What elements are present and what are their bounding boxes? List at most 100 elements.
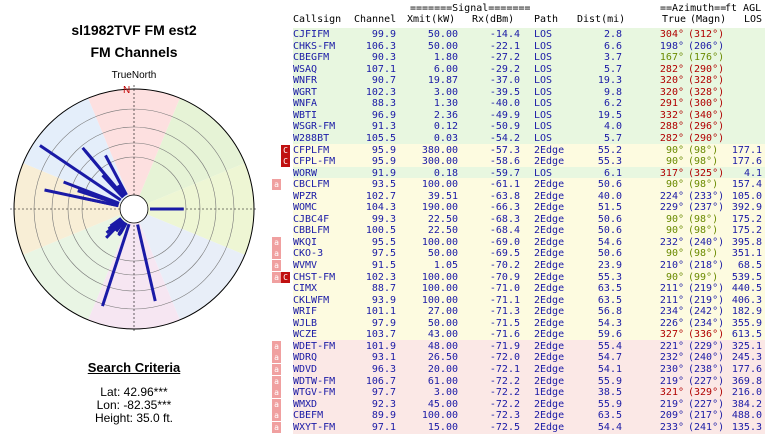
table-header: Callsign Channel Xmit(kW) Rx(dBm) Path D…	[270, 14, 762, 135]
station-spoke-cbefm[interactable]	[118, 222, 128, 235]
dist-cell: 23.9	[597, 260, 622, 271]
table-row[interactable]: a WXYT-FM 97.1 15.00 -72.5 2Edge 54.4 233° (241°…	[270, 420, 765, 434]
table-row[interactable]: CIMX 88.7 100.00 -71.0 2Edge 63.5 211° (219°) 44…	[270, 282, 765, 296]
callsign-cell: WGRT	[293, 86, 318, 98]
table-row[interactable]: WORW 91.9 0.18 -59.7 LOS 6.1 317° (325°) 4.1	[270, 166, 765, 180]
station-spoke-wsgr-fm[interactable]	[77, 189, 120, 206]
table-row[interactable]: C CFPLFM 95.9 380.00 -57.3 2Edge 55.2 90° (98°) 1…	[270, 143, 765, 157]
table-row[interactable]: a WDTW-FM 106.7 61.00 -72.2 2Edge 55.9 219° (227…	[270, 374, 765, 388]
table-row[interactable]: CJFIFM 99.9 50.00 -14.4 LOS 2.8 304° (312°)	[270, 28, 765, 41]
table-row[interactable]: CBEGFM 90.3 1.80 -27.2 LOS 3.7 167° (176°)	[270, 51, 765, 65]
col-rx[interactable]: Rx(dBm)	[472, 14, 515, 25]
table-row[interactable]: a CBEFM 89.9 100.00 -72.3 2Edge 63.5 209° (217°)…	[270, 409, 765, 423]
true-az-cell: 210°	[659, 260, 684, 271]
alert-badge[interactable]: a	[272, 271, 281, 283]
table-row[interactable]: WPZR 102.7 39.51 -63.8 2Edge 40.0 224° (233°) 10…	[270, 189, 765, 203]
alert-badge[interactable]: a	[272, 421, 281, 433]
alert-badge[interactable]: a	[272, 352, 281, 364]
col-true[interactable]: True	[662, 14, 687, 25]
col-xmit[interactable]: Xmit(kW)	[407, 14, 456, 25]
col-dist[interactable]: Dist(mi)	[577, 14, 626, 25]
table-row[interactable]: a WTGV-FM 97.7 3.00 -72.2 1Edge 38.5 321° (329°)…	[270, 386, 765, 400]
table-row[interactable]: a WDET-FM 101.9 48.00 -71.9 2Edge 55.4 221° (229…	[270, 339, 765, 353]
alert-badge[interactable]: a	[272, 410, 281, 422]
dist-cell: 6.2	[603, 98, 622, 110]
rx-cell: -40.0	[489, 98, 520, 110]
c-badge[interactable]: C	[281, 271, 290, 283]
table-row[interactable]: a CBCLFM 93.5 100.00 -61.1 2Edge 50.6 90° (98°) 1…	[270, 178, 765, 192]
rx-cell: -39.5	[489, 86, 520, 98]
table-row[interactable]: a WMXD 92.3 45.00 -72.2 2Edge 55.9 219° (227°) 38…	[270, 397, 765, 411]
table-row[interactable]: a WDVD 96.3 20.00 -72.1 2Edge 54.1 230° (238°) 17…	[270, 362, 765, 376]
alert-badge[interactable]: a	[272, 260, 281, 271]
table-row[interactable]: CJBC4F 99.3 22.50 -68.3 2Edge 50.6 90° (98°) 175…	[270, 212, 765, 226]
table-row[interactable]: a WVMV 91.5 1.05 -70.2 2Edge 23.9 210° (218°) 68.…	[270, 259, 765, 272]
alert-badge[interactable]: a	[272, 398, 281, 410]
table-row[interactable]: W288BT 105.5 0.03 -54.2 LOS 5.7 282° (290°)	[270, 131, 765, 145]
search-criteria-title: Search Criteria	[87, 360, 181, 375]
callsign-cell: WDRQ	[293, 352, 318, 364]
alert-badge[interactable]: a	[272, 363, 281, 375]
rx-cell: -72.2	[489, 387, 520, 399]
table-row[interactable]: a CKO-3 97.5 50.00 -69.5 2Edge 50.6 90° (98°) 351…	[270, 247, 765, 261]
rx-cell: -66.3	[489, 202, 520, 214]
station-spoke-wxyt-fm[interactable]	[110, 217, 123, 228]
station-spoke-chks-fm[interactable]	[101, 223, 131, 307]
station-spoke-cjfifm[interactable]	[39, 144, 122, 202]
table-row[interactable]: a WKQI 95.5 100.00 -69.0 2Edge 54.6 232° (240°) 3…	[270, 235, 765, 249]
station-spoke-wbti[interactable]	[104, 154, 128, 196]
magn-az-cell: (227°)	[688, 375, 725, 387]
station-spoke-w288bt[interactable]	[80, 196, 119, 208]
rx-cell: -71.5	[489, 317, 520, 329]
rx-cell: -68.3	[489, 213, 520, 225]
table-row[interactable]: WGRT 102.3 3.00 -39.5 LOS 9.8 320° (328°)	[270, 85, 765, 99]
true-north-label: TrueNorth	[111, 70, 157, 81]
alert-badge[interactable]: a	[272, 387, 281, 399]
c-badge[interactable]: C	[281, 144, 290, 156]
rx-cell: -71.1	[489, 294, 520, 306]
alert-badge[interactable]: a	[272, 375, 281, 387]
station-spoke-wmxd[interactable]	[114, 220, 126, 233]
c-badge[interactable]: C	[281, 156, 290, 168]
table-row[interactable]: WCZE 103.7 43.00 -71.6 2Edge 59.6 327° (336°) 61…	[270, 328, 765, 342]
col-channel[interactable]: Channel	[354, 14, 397, 25]
callsign-cell: WBTI	[293, 109, 318, 121]
los-cell: 135.3	[731, 421, 762, 433]
path-cell: LOS	[534, 52, 553, 64]
table-row[interactable]: WJLB 97.9 50.00 -71.5 2Edge 54.3 226° (234°) 355…	[270, 316, 765, 330]
station-spoke-wcze[interactable]	[117, 184, 127, 197]
los-cell: 539.5	[731, 271, 762, 283]
alert-badge[interactable]: a	[272, 248, 281, 260]
col-callsign[interactable]: Callsign	[293, 14, 342, 25]
table-row[interactable]: WBTI 96.9 2.36 -49.9 LOS 19.5 332° (340°)	[270, 108, 765, 122]
table-row[interactable]: CBBLFM 100.5 22.50 -68.4 2Edge 50.6 90° (98°) 17…	[270, 224, 765, 238]
table-row[interactable]: CHKS-FM 106.3 50.00 -22.1 LOS 6.6 198° (206°)	[270, 39, 765, 53]
table-row[interactable]: a WDRQ 93.1 26.50 -72.0 2Edge 54.7 232° (240°) 24…	[270, 351, 765, 365]
alert-badge[interactable]: a	[272, 340, 281, 352]
channel-cell: 91.3	[371, 121, 396, 133]
col-magn[interactable]: (Magn)	[690, 14, 727, 25]
los-cell: 175.2	[731, 213, 762, 225]
table-row[interactable]: WSAQ 107.1 6.00 -29.2 LOS 5.7 282° (290°)	[270, 62, 765, 76]
alert-badge[interactable]: a	[272, 179, 281, 191]
path-cell: 2Edge	[534, 283, 565, 295]
search-lon: Lon: -82.35***	[96, 398, 172, 412]
table-row[interactable]: WOMC 104.3 190.00 -66.3 2Edge 51.5 229° (237°) 3…	[270, 201, 765, 215]
table-row[interactable]: CKLWFM 93.9 100.00 -71.1 2Edge 63.5 211° (219°)…	[270, 293, 765, 307]
station-spoke-wtgv-fm[interactable]	[114, 185, 126, 198]
callsign-cell: CBBLFM	[293, 225, 330, 237]
col-path[interactable]: Path	[534, 14, 559, 25]
table-row[interactable]: WRIF 101.1 27.00 -71.3 2Edge 56.8 234° (242°) 18…	[270, 305, 765, 319]
alert-badge[interactable]: a	[272, 236, 281, 248]
table-row[interactable]: C CFPL-FM 95.9 300.00 -58.6 2Edge 55.3 90° (98°)…	[270, 155, 765, 169]
col-los[interactable]: LOS	[744, 14, 763, 25]
table-row[interactable]: WSGR-FM 91.3 0.12 -50.9 LOS 4.0 288° (296°)	[270, 120, 765, 134]
table-header-group: =======Signal======= ==Azimuth== ft AGL	[270, 3, 761, 58]
table-row[interactable]: a C CHST-FM 102.3 100.00 -70.9 2Edge 55.3 90° (99…	[270, 270, 765, 284]
station-spoke-cbegfm[interactable]	[136, 224, 157, 302]
table-row[interactable]: WNFR 90.7 19.87 -37.0 LOS 19.3 320° (328°)	[270, 74, 765, 88]
rx-cell: -70.2	[489, 260, 520, 271]
magn-az-cell: (240°)	[688, 352, 725, 364]
table-row[interactable]: WNFA 88.3 1.30 -40.0 LOS 6.2 291° (300°)	[270, 97, 765, 111]
channel-cell: 95.5	[371, 236, 396, 248]
